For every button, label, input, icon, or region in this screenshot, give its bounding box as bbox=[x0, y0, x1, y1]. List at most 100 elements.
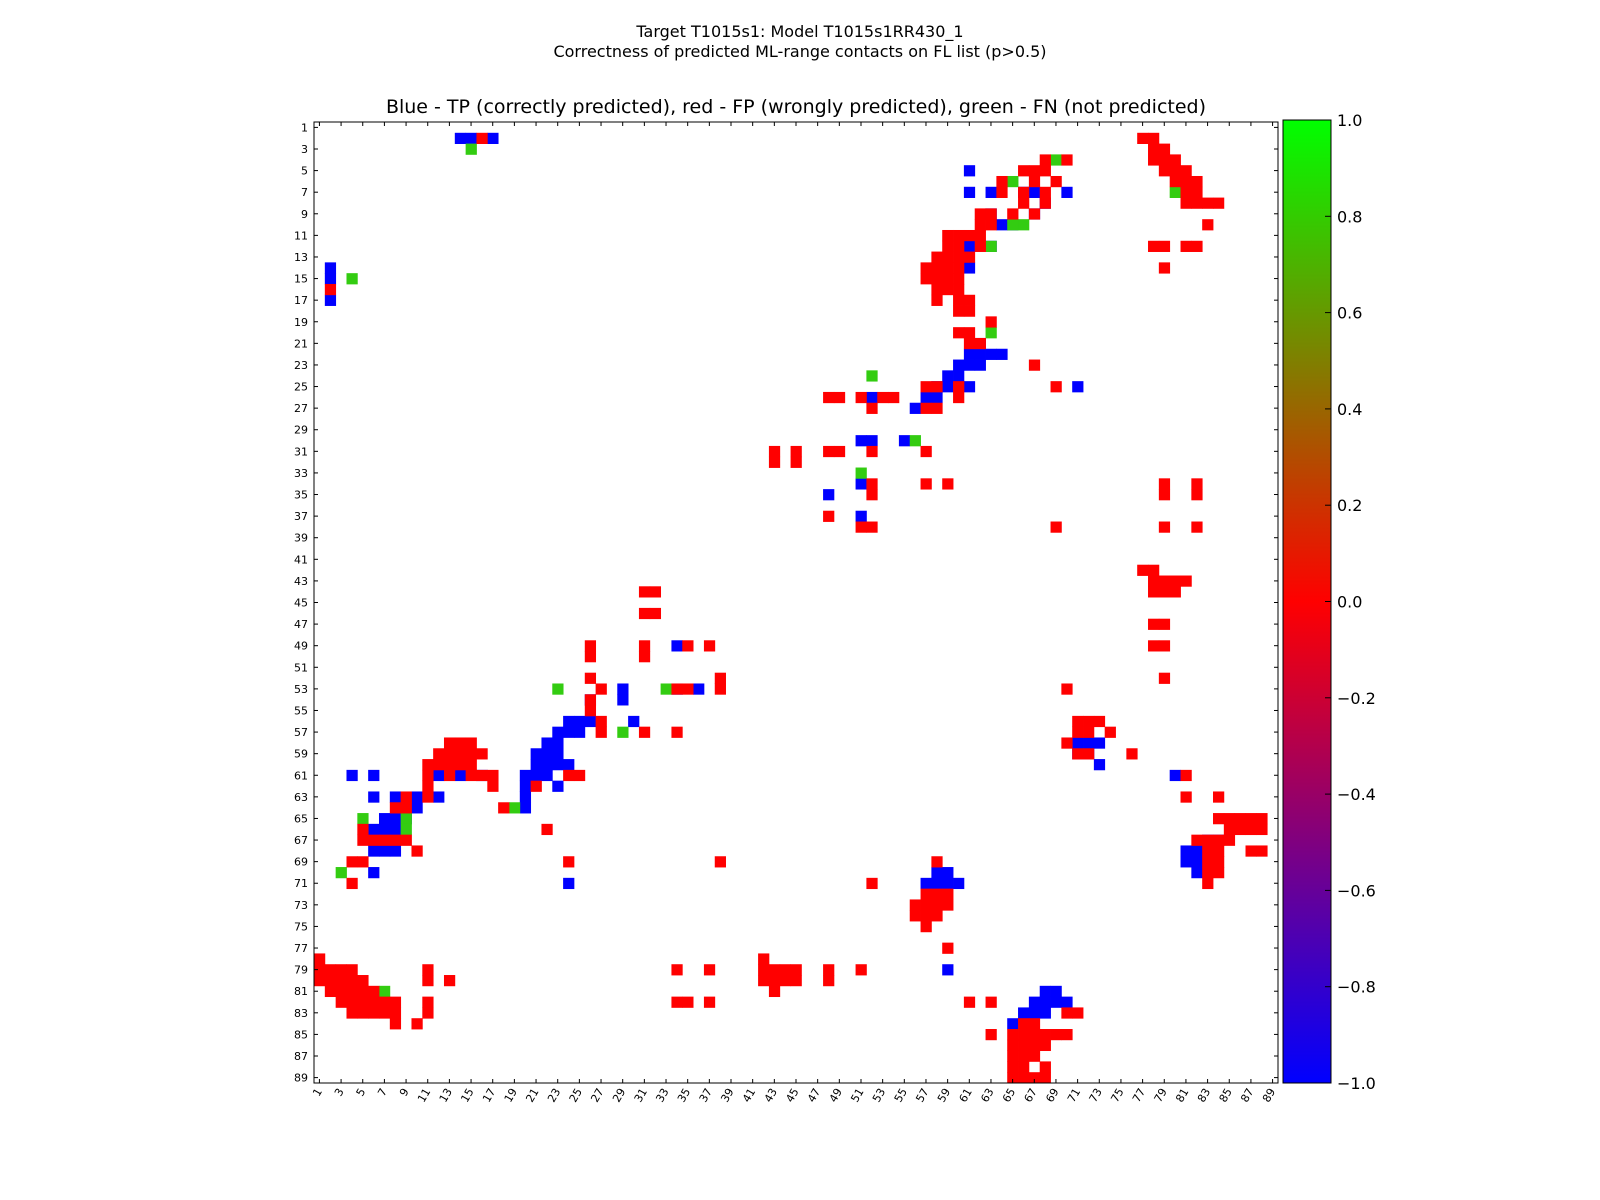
cell-fp bbox=[584, 640, 597, 652]
cell-fp bbox=[595, 726, 607, 738]
cell-fp bbox=[1137, 564, 1149, 576]
cell-fp bbox=[1158, 478, 1171, 490]
cell-fp bbox=[1191, 478, 1203, 490]
cell-fn bbox=[1018, 219, 1030, 231]
x-tick-label: 23 bbox=[545, 1086, 563, 1105]
cell-fp bbox=[1256, 823, 1268, 836]
cell-fp bbox=[1191, 186, 1203, 198]
cell-fp bbox=[974, 219, 986, 231]
x-tick-label: 59 bbox=[935, 1086, 953, 1105]
cell-fp bbox=[346, 996, 358, 1008]
x-tick-label: 39 bbox=[718, 1086, 736, 1105]
cell-tp bbox=[1039, 996, 1051, 1008]
y-tick-label: 49 bbox=[294, 640, 308, 653]
x-tick-label: 73 bbox=[1087, 1086, 1105, 1105]
cell-fp bbox=[931, 856, 943, 868]
cell-fp bbox=[1050, 1029, 1062, 1041]
colorbar-tick-label: −1.0 bbox=[1337, 1074, 1376, 1093]
cell-tp bbox=[519, 802, 532, 814]
y-tick-label: 47 bbox=[294, 618, 308, 631]
cell-fp bbox=[974, 337, 986, 350]
cell-fp bbox=[638, 651, 651, 663]
cell-fp bbox=[1180, 197, 1192, 209]
cell-fp bbox=[1018, 1039, 1030, 1052]
cell-fp bbox=[1234, 813, 1246, 825]
cell-fp bbox=[1213, 197, 1225, 209]
cell-tp bbox=[953, 359, 965, 371]
cell-fp bbox=[671, 996, 683, 1008]
x-tick-label: 77 bbox=[1130, 1086, 1148, 1105]
cell-fp bbox=[985, 996, 997, 1008]
y-tick-label: 55 bbox=[294, 704, 308, 717]
cell-fp bbox=[573, 769, 586, 782]
cell-fp bbox=[454, 748, 467, 760]
y-tick-label: 53 bbox=[294, 683, 308, 696]
cell-fp bbox=[1061, 683, 1073, 695]
cell-tp bbox=[942, 964, 954, 976]
y-tick-label: 83 bbox=[294, 1007, 308, 1020]
cell-fp bbox=[357, 996, 369, 1008]
cell-fp bbox=[920, 899, 932, 911]
cell-fp bbox=[1093, 715, 1106, 728]
cell-fp bbox=[1018, 186, 1030, 198]
y-tick-label: 27 bbox=[294, 402, 308, 415]
cell-fp bbox=[920, 910, 932, 922]
y-tick-label: 39 bbox=[294, 532, 308, 545]
cell-fp bbox=[1039, 1029, 1051, 1041]
cell-fp bbox=[1148, 564, 1160, 576]
cell-fp bbox=[411, 1018, 423, 1030]
y-tick-label: 21 bbox=[294, 337, 308, 350]
cell-fp bbox=[953, 262, 965, 274]
cell-tp bbox=[519, 769, 532, 782]
cell-fp bbox=[1126, 748, 1138, 760]
y-tick-label: 89 bbox=[294, 1072, 308, 1085]
x-tick-label: 89 bbox=[1260, 1086, 1278, 1105]
cell-fp bbox=[1180, 175, 1192, 188]
cell-fp bbox=[1028, 1039, 1041, 1052]
cell-fp bbox=[703, 996, 716, 1008]
cell-fp bbox=[1072, 748, 1084, 760]
cell-fp bbox=[357, 1007, 369, 1019]
cell-fp bbox=[985, 316, 997, 328]
cell-fp bbox=[1061, 1007, 1073, 1019]
cell-fp bbox=[443, 748, 456, 760]
cell-tp bbox=[433, 791, 445, 803]
cell-tp bbox=[1018, 1007, 1030, 1019]
cell-fp bbox=[855, 964, 867, 976]
x-tick-label: 69 bbox=[1043, 1086, 1061, 1105]
cell-tp bbox=[519, 791, 532, 803]
cell-fp bbox=[1039, 186, 1051, 198]
cell-fp bbox=[638, 640, 651, 652]
cell-tp bbox=[931, 867, 943, 879]
cell-fp bbox=[1202, 877, 1214, 890]
cell-tp bbox=[519, 780, 532, 792]
cell-fp bbox=[866, 402, 878, 414]
cell-tp bbox=[996, 219, 1008, 231]
cell-tp bbox=[563, 715, 575, 728]
cell-fp bbox=[422, 759, 434, 771]
cell-fp bbox=[378, 834, 391, 846]
cell-fp bbox=[357, 856, 369, 868]
cell-fp bbox=[638, 726, 651, 738]
cell-fp bbox=[1158, 618, 1171, 630]
cell-tp bbox=[855, 478, 867, 490]
y-tick-label: 33 bbox=[294, 467, 308, 480]
cell-tp bbox=[530, 759, 542, 771]
cell-tp bbox=[1072, 737, 1084, 749]
x-tick-label: 37 bbox=[697, 1086, 715, 1105]
cell-tp bbox=[1028, 996, 1041, 1008]
cell-fp bbox=[1191, 521, 1203, 533]
cell-tp bbox=[1050, 985, 1062, 998]
cell-fp bbox=[1018, 1061, 1030, 1073]
cell-tp bbox=[1039, 985, 1051, 998]
cell-fp bbox=[443, 759, 456, 771]
cell-fp bbox=[378, 1007, 391, 1019]
cell-fp bbox=[1072, 1007, 1084, 1019]
cell-fp bbox=[1018, 1072, 1030, 1084]
cell-tp bbox=[346, 769, 358, 782]
cell-fp bbox=[1028, 175, 1041, 188]
cell-fn bbox=[866, 370, 878, 382]
cell-fp bbox=[974, 240, 986, 252]
x-tick-label: 9 bbox=[397, 1086, 412, 1099]
cell-tp bbox=[1169, 769, 1181, 782]
